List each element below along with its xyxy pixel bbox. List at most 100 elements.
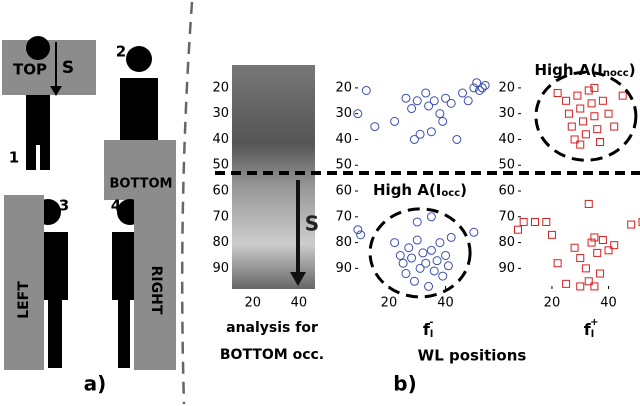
label: LEFT [16, 281, 32, 319]
y-tick-label: 50 [212, 158, 229, 173]
annotation-part: nocc [603, 68, 629, 79]
y-tick-label: 30 [498, 106, 515, 121]
y-tick-label: 70 [498, 209, 515, 224]
x-axis-label: fl- [423, 317, 434, 340]
point [399, 259, 407, 267]
point [543, 218, 550, 225]
label: BOTTOM [110, 177, 173, 192]
point [402, 94, 410, 102]
y-tick-label: 60 [335, 184, 352, 199]
point [594, 126, 601, 133]
point [436, 110, 444, 118]
point [548, 231, 555, 238]
label: 1 [9, 149, 19, 167]
y-tick-label: 20 [498, 80, 515, 95]
point [611, 123, 618, 130]
annotation-part: High A(I [373, 181, 441, 199]
point [591, 234, 598, 241]
head [126, 46, 152, 72]
point [580, 118, 587, 125]
y-tick-label: 70 [335, 209, 352, 224]
point [459, 89, 467, 97]
y-tick-label: 80 [498, 235, 515, 250]
point [599, 97, 606, 104]
point [563, 97, 570, 104]
point [419, 249, 427, 257]
point [362, 86, 370, 94]
point [425, 282, 433, 290]
y-tick-label: 60 [498, 184, 515, 199]
point [408, 105, 416, 113]
label: 4 [111, 197, 121, 215]
point [577, 105, 584, 112]
point [439, 117, 447, 125]
point [430, 267, 438, 275]
point [391, 117, 399, 125]
point [447, 99, 455, 107]
point [430, 97, 438, 105]
point [582, 131, 589, 138]
image-caption: analysis for [226, 320, 318, 336]
annotation: High A(Iocc) [373, 181, 467, 200]
annotation: High A(Inocc) [534, 61, 635, 80]
x-axis-label-part: l [591, 329, 594, 340]
point [554, 260, 561, 267]
point [628, 221, 635, 228]
point [520, 218, 527, 225]
point [605, 110, 612, 117]
x-tick-label: 40 [600, 296, 617, 311]
y-tick-label: 40 [335, 132, 352, 147]
annotation-part: ) [460, 181, 467, 199]
point [563, 280, 570, 287]
point [396, 251, 404, 259]
point [427, 213, 435, 221]
x-axis-label-part: l [430, 329, 433, 340]
point [588, 239, 595, 246]
label: S [305, 212, 319, 236]
point [439, 272, 447, 280]
annotation-part: High A(I [534, 61, 602, 79]
y-tick-label: 90 [212, 261, 229, 276]
point [464, 97, 472, 105]
y-tick-label: 20 [335, 80, 352, 95]
caption: a) [84, 372, 107, 396]
point [554, 90, 561, 97]
highlight [536, 72, 636, 160]
point [515, 226, 522, 233]
point [565, 110, 572, 117]
y-tick-label: 30 [335, 106, 352, 121]
x-tick-label: 20 [381, 296, 398, 311]
y-tick-label: 80 [335, 235, 352, 250]
point [470, 228, 478, 236]
label: TOP [13, 61, 47, 79]
photo [232, 65, 315, 289]
point [588, 100, 595, 107]
x-tick-label: 20 [544, 296, 561, 311]
point [574, 92, 581, 99]
y-tick-label: 70 [212, 209, 229, 224]
point [371, 123, 379, 131]
point [599, 237, 606, 244]
point [427, 246, 435, 254]
point [410, 277, 418, 285]
point [410, 135, 418, 143]
x-axis-label-part: + [590, 317, 598, 328]
point [427, 128, 435, 136]
head [26, 36, 50, 60]
point [436, 239, 444, 247]
point [591, 113, 598, 120]
y-tick-label: 50 [498, 158, 515, 173]
point [571, 244, 578, 251]
point [422, 259, 430, 267]
caption: b) [393, 372, 416, 396]
point [413, 97, 421, 105]
point [444, 262, 452, 270]
point [577, 255, 584, 262]
leg [40, 125, 50, 170]
point [433, 257, 441, 265]
y-tick-label: 50 [335, 158, 352, 173]
label: 2 [116, 43, 126, 61]
y-tick-label: 60 [212, 184, 229, 199]
point [453, 135, 461, 143]
y-tick-label: 40 [498, 132, 515, 147]
